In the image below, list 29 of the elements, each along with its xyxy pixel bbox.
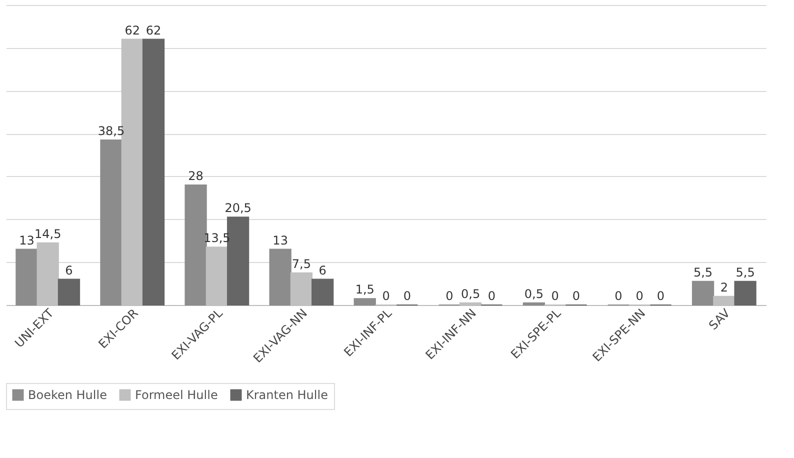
data-label: 7,5 (292, 256, 312, 271)
data-label: 0 (551, 289, 559, 303)
data-label: 5,5 (736, 265, 755, 280)
data-label: 0 (572, 289, 580, 303)
legend-label: Boeken Hulle (28, 388, 107, 402)
data-label: 0,5 (524, 286, 544, 301)
data-label: 1,5 (355, 282, 374, 297)
data-label: 5,5 (693, 265, 713, 280)
data-label: 14,5 (34, 226, 62, 241)
data-label: 13 (19, 233, 34, 248)
legend-label: Kranten Hulle (246, 388, 328, 402)
data-label: 0 (636, 289, 644, 303)
data-label: 38,5 (98, 124, 125, 138)
data-label: 0 (614, 289, 622, 303)
legend-label: Formeel Hulle (135, 388, 218, 402)
data-label: 62 (124, 23, 140, 38)
data-label: 13 (272, 233, 288, 248)
data-label: 28 (188, 169, 204, 183)
data-label: 0 (403, 289, 411, 303)
data-label: 6 (318, 263, 326, 278)
data-label: 20,5 (224, 201, 252, 216)
data-label: 0 (446, 289, 454, 303)
data-label: 0 (656, 289, 665, 303)
data-label: 0,5 (460, 286, 480, 301)
data-label: 2 (720, 280, 728, 294)
data-label: 62 (146, 23, 162, 38)
data-label: 0 (382, 289, 390, 303)
data-label: 6 (65, 263, 73, 278)
data-label: 0 (488, 289, 496, 303)
